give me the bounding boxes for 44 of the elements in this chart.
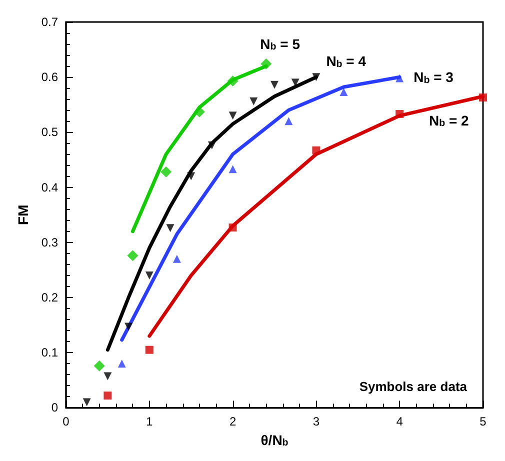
point	[145, 346, 154, 354]
point	[118, 360, 126, 368]
x-tick-label: 4	[396, 414, 404, 429]
y-tick-label: 0.7	[41, 15, 58, 29]
point	[166, 224, 174, 232]
point	[228, 112, 237, 120]
annotation: Symbols are data	[359, 379, 468, 394]
point	[479, 93, 487, 102]
x-tick-label: 2	[229, 414, 236, 429]
point	[187, 172, 196, 180]
point	[127, 250, 138, 262]
point	[104, 372, 112, 380]
point	[396, 110, 404, 118]
point	[270, 80, 278, 89]
point	[104, 392, 112, 400]
point	[312, 146, 320, 154]
y-tick-label: 0.2	[41, 290, 58, 304]
y-tick-label: 0.1	[41, 346, 58, 360]
point	[340, 88, 348, 96]
point	[250, 97, 258, 106]
point	[160, 166, 172, 178]
x-tick-label: 1	[146, 414, 154, 429]
x-tick-label: 5	[480, 414, 487, 429]
point	[284, 117, 293, 126]
y-axis-title: FM	[15, 204, 31, 225]
point	[228, 224, 237, 232]
point	[396, 74, 404, 82]
y-tick-label: 0.6	[41, 70, 58, 84]
point	[312, 73, 320, 82]
point	[227, 75, 238, 86]
point	[208, 141, 216, 150]
x-tick-label: 3	[312, 414, 320, 429]
point	[228, 165, 237, 174]
y-tick-label: 0.3	[41, 235, 58, 250]
x-tick-label: 0	[62, 414, 70, 429]
point	[94, 360, 105, 372]
y-tick-label: 0.5	[41, 125, 58, 140]
y-tick-label: 0	[51, 400, 58, 415]
point	[124, 322, 133, 331]
point	[145, 271, 154, 280]
point	[172, 254, 181, 263]
point	[82, 398, 91, 406]
point	[260, 58, 272, 70]
y-tick-label: 0.4	[41, 180, 58, 194]
